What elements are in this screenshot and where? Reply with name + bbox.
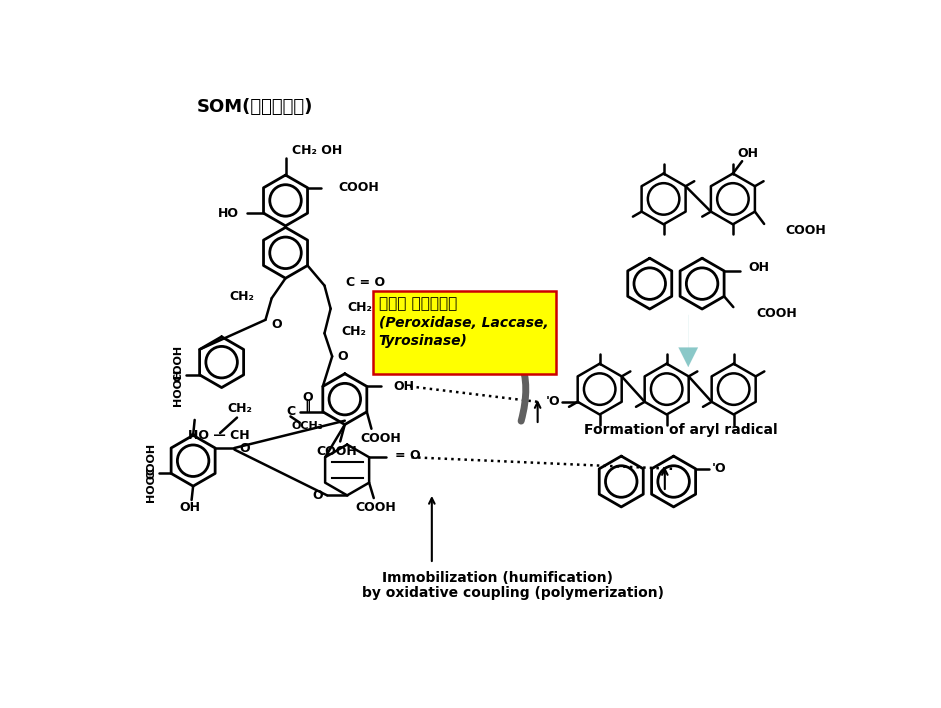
Text: 'O: 'O [711, 462, 726, 475]
Text: CH₂: CH₂ [347, 301, 373, 314]
Text: ‖: ‖ [304, 399, 311, 412]
Text: COOH: COOH [339, 181, 379, 194]
Text: COOH: COOH [355, 501, 395, 514]
Text: Formation of aryl radical: Formation of aryl radical [583, 423, 777, 437]
Text: 'O: 'O [546, 395, 560, 409]
Text: O: O [302, 392, 312, 404]
Text: CH₂ OH: CH₂ OH [292, 144, 342, 157]
Text: COOH: COOH [360, 433, 401, 445]
Text: O: O [271, 318, 281, 331]
Text: SOM(토양유기물): SOM(토양유기물) [197, 98, 313, 115]
Text: COOH: COOH [757, 307, 797, 320]
Text: OH: OH [738, 147, 758, 160]
Text: C: C [286, 405, 295, 418]
Text: by oxidative coupling (polymerization): by oxidative coupling (polymerization) [361, 586, 663, 600]
Text: C = O: C = O [346, 276, 385, 289]
Text: CH₂: CH₂ [342, 325, 366, 338]
Text: COOH: COOH [317, 445, 358, 458]
Text: 고정화 바이오촉매: 고정화 바이오촉매 [378, 296, 457, 311]
Text: HOOH: HOOH [173, 369, 183, 406]
Text: OH: OH [180, 501, 200, 514]
Text: CH₂: CH₂ [227, 402, 252, 415]
Text: HOOC: HOOC [146, 466, 156, 502]
Text: = O: = O [394, 449, 421, 462]
FancyBboxPatch shape [373, 291, 556, 375]
Text: OCH₃: OCH₃ [292, 421, 323, 430]
Text: COOH: COOH [786, 224, 826, 236]
Text: Tyrosinase): Tyrosinase) [378, 334, 468, 348]
Text: COOH: COOH [173, 345, 183, 381]
Text: OH: OH [393, 380, 414, 393]
Text: O: O [312, 489, 323, 502]
Text: CH₂: CH₂ [230, 290, 255, 303]
Text: HO — CH: HO — CH [188, 429, 249, 442]
Text: HO: HO [218, 207, 239, 219]
Text: Immobilization (humification): Immobilization (humification) [382, 571, 613, 585]
Text: (Peroxidase, Laccase,: (Peroxidase, Laccase, [378, 316, 549, 330]
Text: COOH: COOH [146, 443, 156, 479]
Text: OH: OH [749, 261, 770, 274]
Text: O: O [338, 350, 348, 363]
Text: O: O [239, 442, 249, 455]
